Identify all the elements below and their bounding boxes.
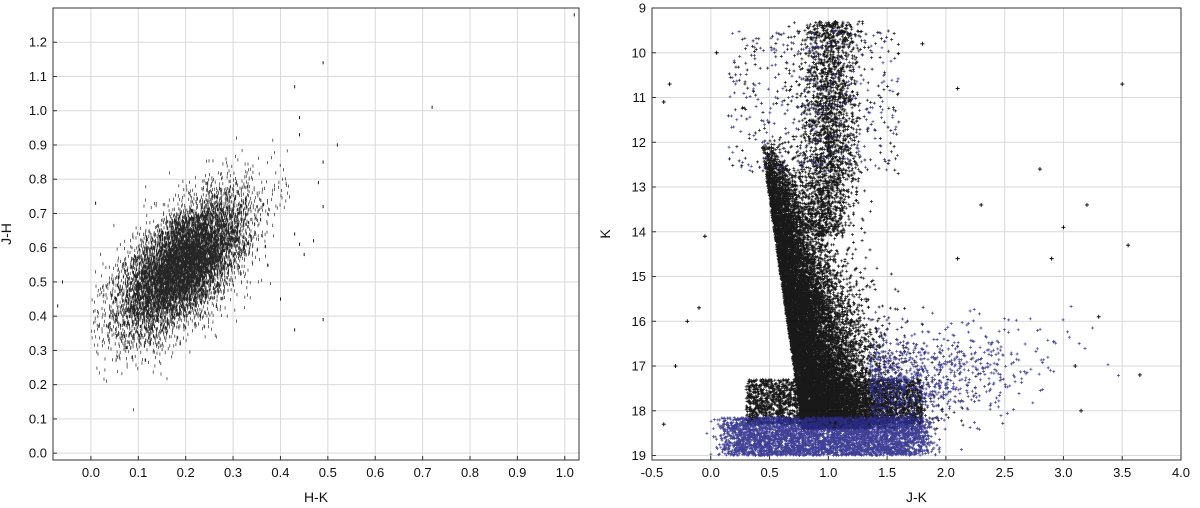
- x-tick-label: 0.3: [224, 465, 242, 480]
- scatter-point: [697, 305, 702, 310]
- x-tick-label: 0.8: [461, 465, 479, 480]
- y-tick-label: 1.1: [29, 69, 47, 84]
- scatter-point: [1084, 202, 1089, 207]
- scatter-point: [661, 99, 666, 104]
- scatter-point: [673, 364, 678, 369]
- scatter-point: [955, 86, 960, 91]
- dense-point-cloud: [91, 136, 290, 412]
- scatter-point: [702, 234, 707, 239]
- y-tick-label: 0.6: [29, 240, 47, 255]
- scatter-point: [955, 256, 960, 261]
- scatter-point: [1061, 225, 1066, 230]
- y-tick-label: 11: [633, 90, 647, 105]
- y-tick-label: 0.3: [29, 343, 47, 358]
- x-tick-label: -0.5: [641, 465, 663, 480]
- scatter-point: [1073, 364, 1078, 369]
- x-tick-label: 0.9: [508, 465, 526, 480]
- faint-point-cloud: [705, 29, 1120, 457]
- y-tick-label: 16: [632, 314, 646, 329]
- scatter-points: [661, 20, 1142, 457]
- y-tick-label: 0.7: [29, 206, 47, 221]
- scatter-points: [57, 13, 575, 412]
- scatter-point: [1096, 314, 1101, 319]
- scatter-point: [667, 82, 672, 87]
- y-tick-label: 0.1: [29, 411, 47, 426]
- x-tick-label: 0.0: [82, 465, 100, 480]
- x-tick-label: 0.2: [177, 465, 195, 480]
- tick-labels: 0.0 0.1 0.2 0.3 0.4 0.5 0.6 0.7 0.8 0.9 1.0 0.0 0.1 0…: [29, 35, 574, 480]
- plot-area: [652, 8, 1181, 460]
- y-tick-label: 0.0: [29, 446, 47, 461]
- y-tick-label: 9: [639, 1, 646, 16]
- y-tick-label: 14: [632, 224, 646, 239]
- y-tick-label: 0.9: [29, 137, 47, 152]
- plot-area: [53, 8, 579, 460]
- y-tick-label: 13: [632, 180, 646, 195]
- scatter-point: [920, 41, 925, 46]
- y-axis-label: K: [597, 229, 613, 239]
- y-tick-label: 15: [632, 269, 646, 284]
- x-tick-label: 1.0: [556, 465, 574, 480]
- y-tick-label: 0.2: [29, 377, 47, 392]
- tick-labels: -0.5 0.0 0.5 1.0 1.5 2.0 2.5 3.0 3.5 4.0 9 10 11 12 13…: [632, 1, 1191, 481]
- x-tick-label: 0.1: [129, 465, 147, 480]
- y-tick-label: 0.4: [29, 309, 47, 324]
- x-tick-label: 1.5: [878, 465, 896, 480]
- x-tick-label: 0.4: [271, 465, 289, 480]
- y-tick-label: 17: [632, 359, 646, 374]
- x-tick-label: 3.0: [1054, 465, 1072, 480]
- plot-frame: [52, 7, 580, 461]
- x-tick-label: 0.5: [319, 465, 337, 480]
- y-tick-label: 1.0: [29, 103, 47, 118]
- scatter-point: [685, 319, 690, 324]
- x-axis-label: J-K: [906, 489, 928, 505]
- scatter-point: [661, 422, 666, 427]
- y-tick-label: 1.2: [29, 35, 47, 50]
- x-axis-label: H-K: [304, 489, 329, 505]
- panel-right-jk-k: -0.5 0.0 0.5 1.0 1.5 2.0 2.5 3.0 3.5 4.0 9 10 11 12 13…: [597, 1, 1190, 506]
- y-tick-label: 0.8: [29, 172, 47, 187]
- x-tick-label: 1.0: [819, 465, 837, 480]
- scatter-point: [979, 202, 984, 207]
- y-tick-label: 12: [632, 135, 646, 150]
- x-tick-label: 2.0: [937, 465, 955, 480]
- y-tick-label: 18: [632, 403, 646, 418]
- x-tick-label: 2.5: [996, 465, 1014, 480]
- x-tick-label: 0.0: [702, 465, 720, 480]
- scatter-point: [1126, 243, 1131, 248]
- y-tick-label: 19: [632, 448, 646, 463]
- x-tick-label: 4.0: [1172, 465, 1190, 480]
- y-axis-label: J-H: [0, 223, 14, 245]
- panel-left-hk-jh: 0.0 0.1 0.2 0.3 0.4 0.5 0.6 0.7 0.8 0.9 1.0 0.0 0.1 0…: [0, 7, 580, 505]
- plot-frame: [651, 7, 1182, 461]
- scatter-point: [714, 50, 719, 55]
- x-tick-label: 0.6: [366, 465, 384, 480]
- y-tick-label: 10: [632, 45, 646, 60]
- scatter-point: [1037, 167, 1042, 172]
- x-tick-label: 3.5: [1113, 465, 1131, 480]
- x-tick-label: 0.7: [414, 465, 432, 480]
- x-tick-label: 0.5: [761, 465, 779, 480]
- scatter-point: [1079, 408, 1084, 413]
- y-tick-label: 0.5: [29, 274, 47, 289]
- scatter-point: [1137, 372, 1142, 377]
- gridlines: [53, 8, 579, 460]
- scatter-point: [1120, 82, 1125, 87]
- scatter-point: [1049, 256, 1054, 261]
